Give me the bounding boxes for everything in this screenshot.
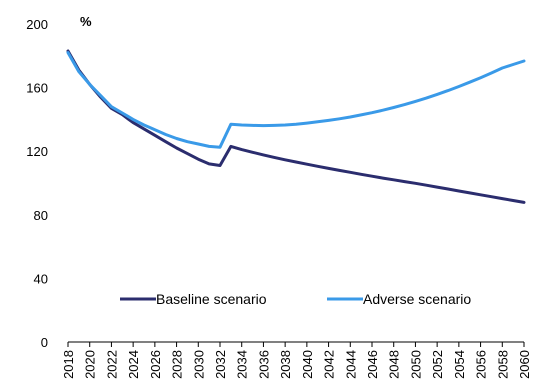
x-tick-label: 2044 <box>343 350 358 379</box>
x-tick-label: 2028 <box>170 350 185 379</box>
legend: Baseline scenario Adverse scenario <box>120 291 471 307</box>
x-tick-label: 2042 <box>322 350 337 379</box>
legend-item-adverse-scenario: Adverse scenario <box>327 291 471 307</box>
x-tick-label: 2052 <box>430 350 445 379</box>
x-tick-label: 2032 <box>213 350 228 379</box>
legend-label: Adverse scenario <box>363 291 471 307</box>
x-tick-label: 2040 <box>300 350 315 379</box>
series-line-baseline-scenario <box>66 49 526 204</box>
x-tick-label: 2050 <box>408 350 423 379</box>
y-tick-label: 40 <box>34 271 48 286</box>
x-tick-label: 2018 <box>61 350 76 379</box>
y-tick-label: 0 <box>41 335 48 350</box>
y-tick-label: 80 <box>34 208 48 223</box>
x-tick-label: 2048 <box>387 350 402 379</box>
x-tick-label: 2058 <box>495 350 510 379</box>
x-tick-label: 2030 <box>191 350 206 379</box>
series-line-adverse-scenario <box>66 51 526 149</box>
y-axis-unit-label: % <box>80 14 92 29</box>
x-tick-label: 2036 <box>256 350 271 379</box>
x-tick-label: 2026 <box>148 350 163 379</box>
x-tick-label: 2060 <box>517 350 532 379</box>
legend-item-baseline-scenario: Baseline scenario <box>120 291 267 307</box>
x-axis-ticks: 2018 2020 2022 2024 2026 2028 2030 2032 2034 2036… <box>61 342 532 379</box>
y-tick-label: 200 <box>26 17 48 32</box>
x-tick-label: 2020 <box>83 350 98 379</box>
x-tick-label: 2024 <box>126 350 141 379</box>
x-tick-label: 2034 <box>235 350 250 379</box>
y-axis-ticks: 0 40 80 120 160 200 <box>26 17 48 350</box>
x-tick-label: 2022 <box>104 350 119 379</box>
x-tick-label: 2056 <box>474 350 489 379</box>
legend-label: Baseline scenario <box>156 291 267 307</box>
x-tick-label: 2046 <box>365 350 380 379</box>
y-tick-label: 160 <box>26 81 48 96</box>
x-tick-label: 2054 <box>452 350 467 379</box>
series-lines <box>66 49 526 204</box>
y-tick-label: 120 <box>26 144 48 159</box>
x-tick-label: 2038 <box>278 350 293 379</box>
